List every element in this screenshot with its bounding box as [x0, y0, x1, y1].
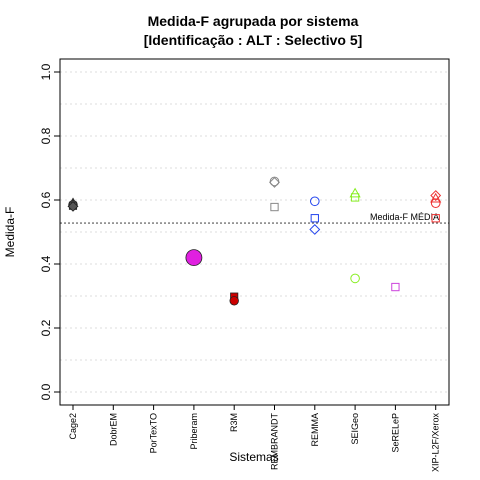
data-point-circle — [185, 249, 203, 267]
data-point-diamond — [67, 201, 79, 212]
data-point-square — [310, 214, 319, 223]
x-tick-label: XIP-L2F/Xerox — [431, 413, 441, 473]
x-tick-label: DobrEM — [108, 413, 118, 446]
data-point-circle — [229, 296, 239, 306]
data-point-triangle — [349, 187, 361, 198]
data-point-circle — [350, 273, 360, 284]
data-point-square — [270, 202, 279, 212]
data-point-diamond — [430, 190, 442, 201]
data-point-triangle — [430, 192, 442, 203]
x-axis: Cage2 DobrEM PorTexTO Priberam R3M REMBRANDT R… — [68, 405, 441, 472]
data-point-square — [431, 214, 440, 223]
x-tick-label: R3M — [229, 413, 239, 432]
y-tick-label: 0.6 — [39, 191, 53, 208]
grid-lines — [60, 71, 449, 393]
x-tick-label: SEIGeo — [350, 413, 360, 445]
y-tick-label: 0.0 — [39, 383, 53, 400]
x-tick-label: Cage2 — [68, 413, 78, 440]
data-point-diamond — [309, 224, 321, 235]
x-tick-label: Priberam — [189, 413, 199, 450]
y-axis-label: Medida-F — [3, 207, 17, 258]
data-point-circle — [430, 198, 441, 208]
x-tick-label: SeRELeP — [390, 413, 400, 453]
x-tick-label: REMMA — [310, 413, 320, 447]
y-tick-label: 0.2 — [39, 319, 53, 336]
y-tick-label: 0.8 — [39, 127, 53, 144]
x-tick-label: REMBRANDT — [270, 413, 280, 471]
data-point-circle — [310, 196, 320, 207]
y-tick-label: 0.4 — [39, 255, 53, 272]
data-point-square — [391, 282, 400, 292]
data-points — [67, 176, 442, 306]
y-axis: 0.0 0.2 0.4 0.6 0.8 1.0 — [39, 63, 60, 400]
chart-subtitle: [Identificação : ALT : Selectivo 5] — [144, 32, 363, 48]
x-tick-label: PorTexTO — [149, 413, 159, 453]
x-axis-label: Sistemas — [229, 450, 278, 464]
data-point-diamond — [269, 176, 280, 188]
reference-line-group: Medida-F MÉDIA — [60, 212, 449, 224]
y-tick-label: 1.0 — [39, 63, 53, 80]
chart-title: Medida-F agrupada por sistema — [148, 13, 359, 29]
data-point-square — [350, 193, 360, 202]
plot-frame — [59, 58, 450, 406]
mean-reference-label: Medida-F MÉDIA — [370, 212, 439, 222]
